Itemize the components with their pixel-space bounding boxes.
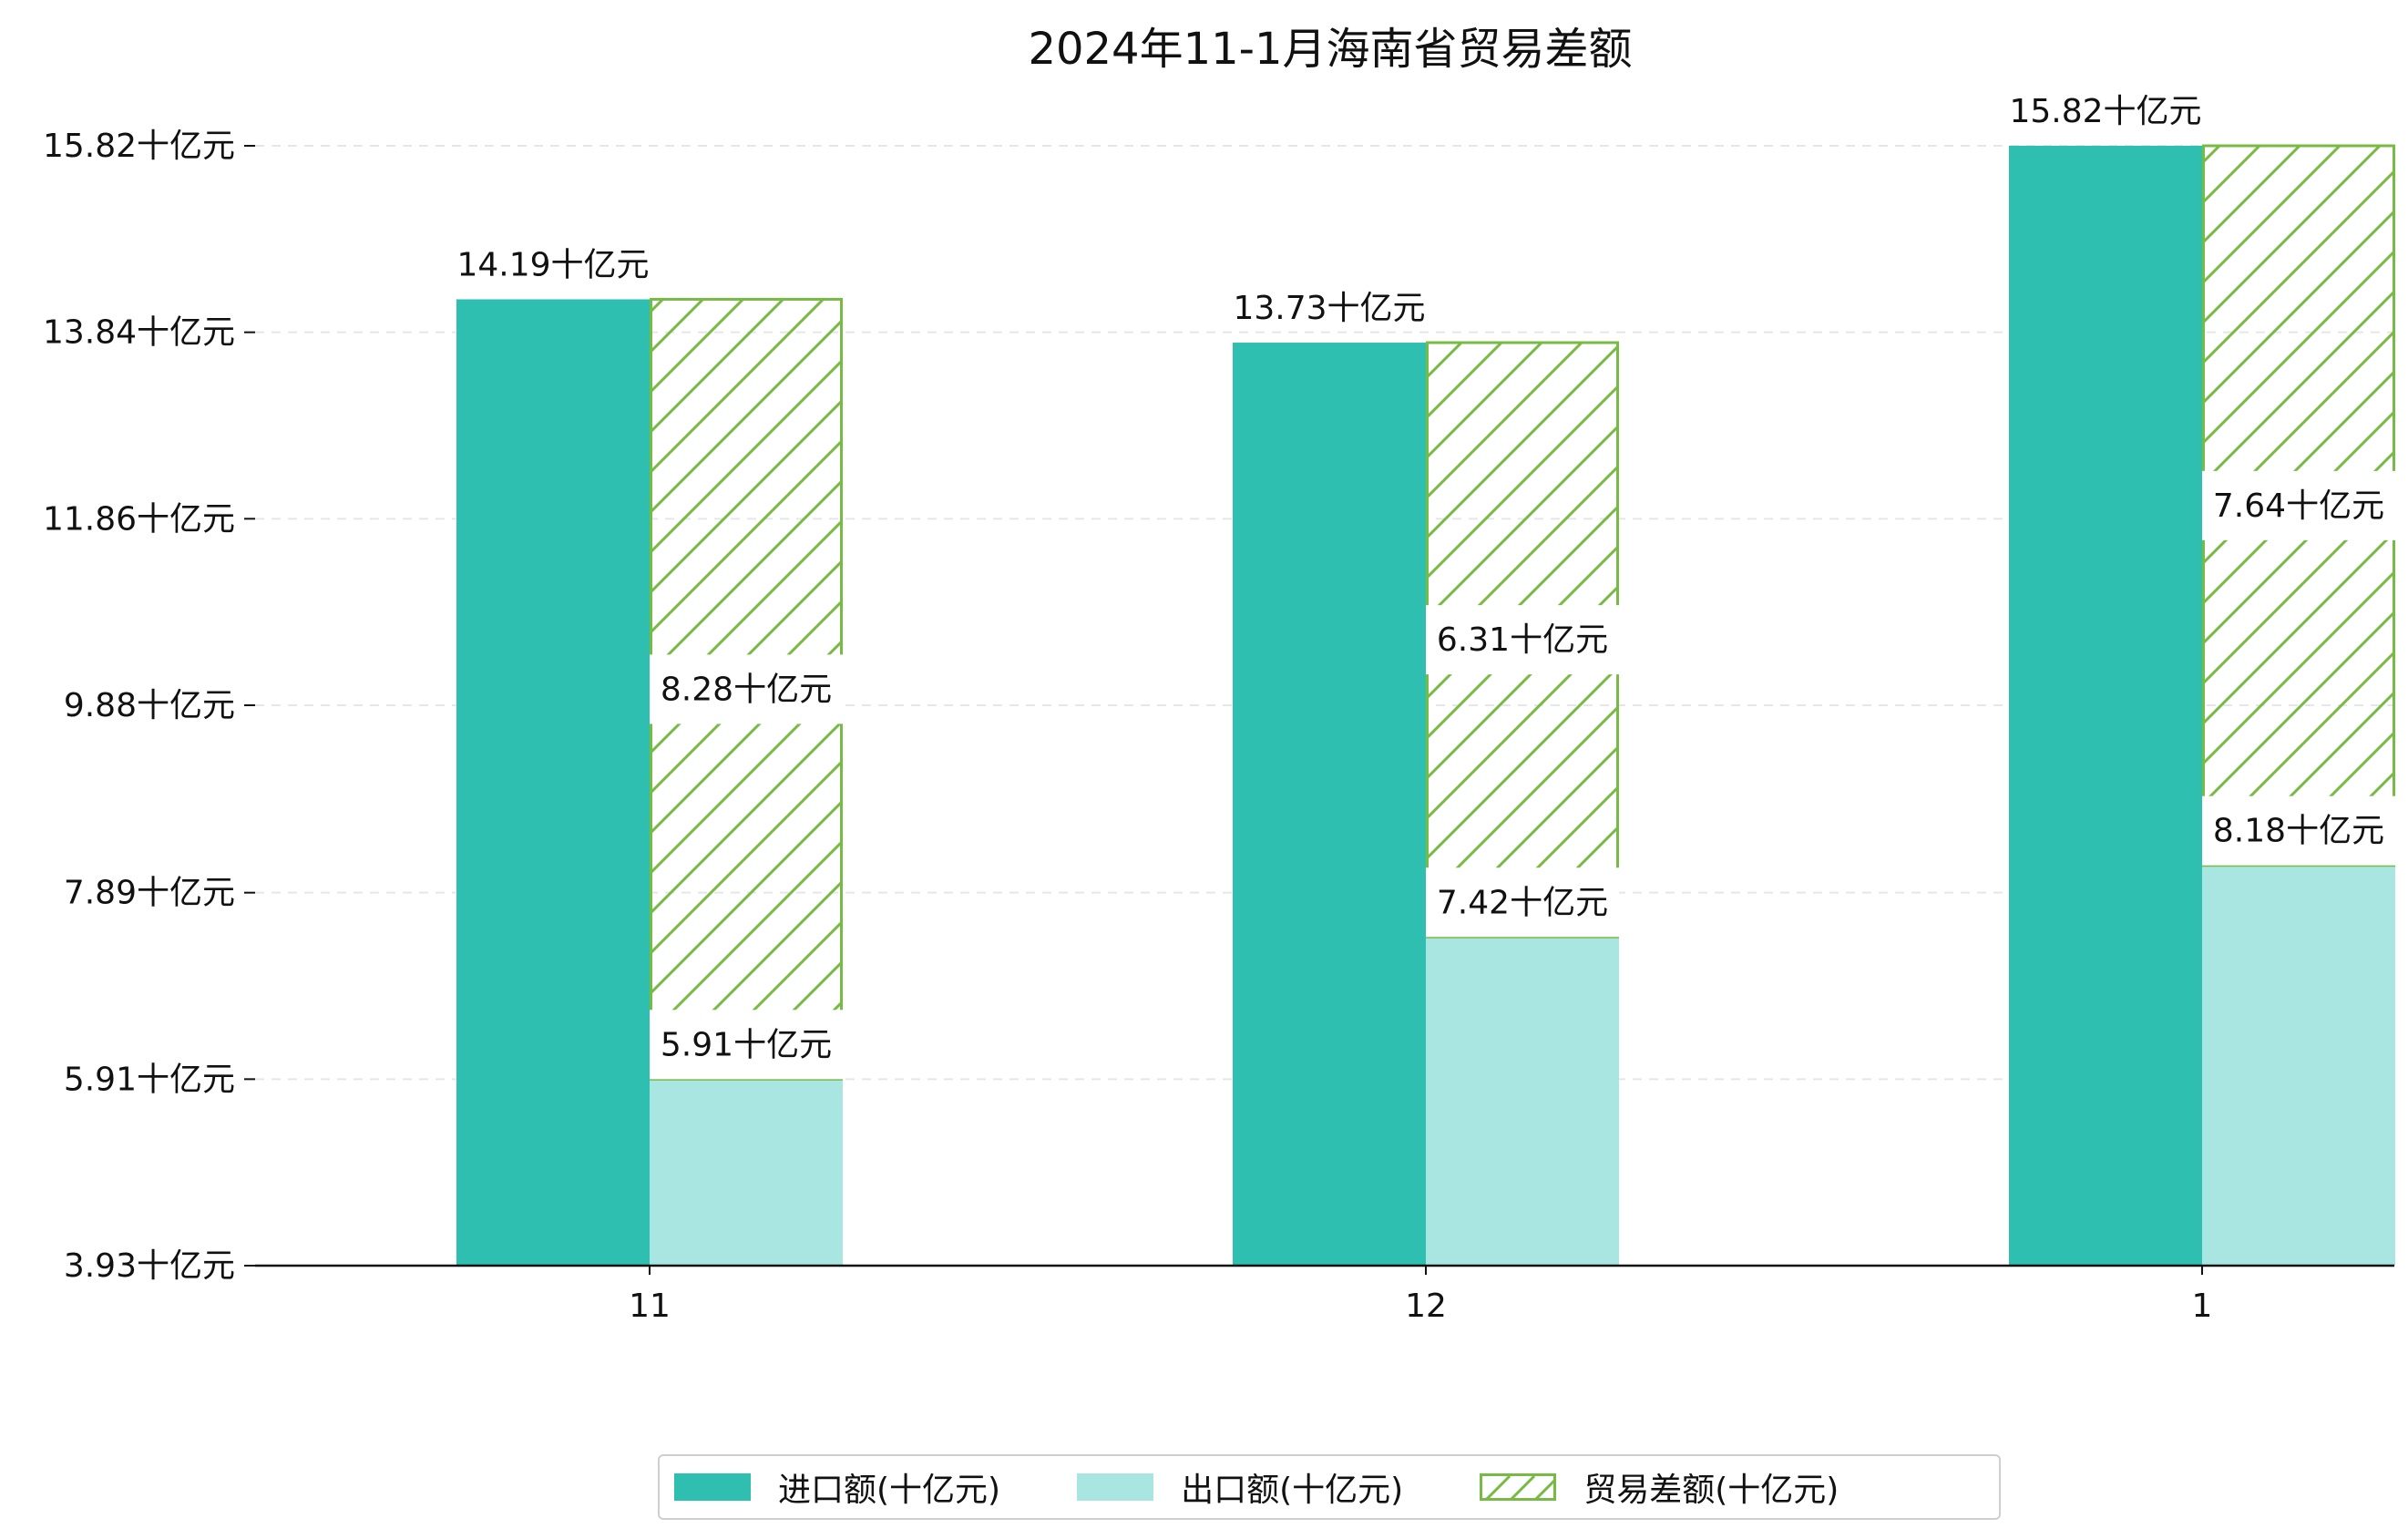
legend-label-balance: 贸易差额(十亿元) — [1583, 1472, 1839, 1509]
data-label-import: 13.73十亿元 — [1233, 290, 1425, 327]
data-label-import: 14.19十亿元 — [456, 246, 649, 283]
bar-export — [2202, 865, 2395, 1266]
y-tick-label: 5.91十亿元 — [64, 1061, 235, 1098]
bar-export — [650, 1079, 843, 1266]
legend-item-import: 进口额(十亿元) — [674, 1463, 1000, 1511]
legend-swatch-export — [1077, 1473, 1154, 1501]
chart-title: 2024年11-1月海南省贸易差额 — [1028, 24, 1632, 75]
data-label-balance-box — [650, 654, 843, 724]
legend-label-import: 进口额(十亿元) — [778, 1472, 1001, 1509]
data-label-export-box — [1426, 867, 1619, 938]
bar-import — [1233, 343, 1426, 1266]
legend-swatch-import — [674, 1473, 751, 1501]
y-tick-label: 7.89十亿元 — [64, 875, 235, 912]
y-tick-label: 9.88十亿元 — [64, 687, 235, 724]
bar-export — [1426, 937, 1619, 1266]
y-tick-label: 15.82十亿元 — [43, 128, 235, 165]
data-label-balance: 8.28十亿元 — [661, 671, 832, 708]
data-label-balance-box — [2202, 470, 2395, 540]
data-labels: 14.19十亿元 5.91十亿元 8.28十亿元 13.73十亿元 7.42十亿元 6.3… — [456, 93, 2395, 1080]
y-tick-label: 3.93十亿元 — [64, 1247, 235, 1285]
x-tick-label: 11 — [629, 1288, 671, 1325]
data-label-export: 8.18十亿元 — [2213, 813, 2384, 850]
data-label-export: 5.91十亿元 — [661, 1026, 832, 1063]
legend-item-export: 出口额(十亿元) — [1077, 1463, 1403, 1511]
data-label-balance-box — [1426, 605, 1619, 675]
bar-import — [2009, 146, 2202, 1266]
y-tick-label: 11.86十亿元 — [43, 500, 235, 538]
data-label-export-box — [650, 1010, 843, 1080]
y-tick-label: 13.84十亿元 — [43, 314, 235, 352]
legend: 进口额(十亿元) 出口额(十亿元) 贸易差额(十亿元) — [658, 1454, 2001, 1520]
data-label-export: 7.42十亿元 — [1437, 884, 1608, 921]
data-label-balance: 6.31十亿元 — [1437, 621, 1608, 659]
bar-import — [456, 299, 650, 1266]
legend-item-balance: 贸易差额(十亿元) — [1480, 1463, 1839, 1511]
axes: 3.93十亿元 5.91十亿元 7.89十亿元 9.88十亿元 11.86十亿元 13.8… — [43, 128, 2394, 1325]
data-label-balance: 7.64十亿元 — [2213, 487, 2384, 525]
x-tick-label: 12 — [1405, 1288, 1447, 1325]
data-label-export-box — [2202, 795, 2395, 866]
x-tick-label: 1 — [2192, 1288, 2213, 1325]
legend-label-export: 出口额(十亿元) — [1181, 1472, 1404, 1509]
data-label-import: 15.82十亿元 — [2009, 93, 2201, 130]
legend-swatch-balance — [1480, 1473, 1557, 1501]
bars — [456, 144, 2395, 1266]
